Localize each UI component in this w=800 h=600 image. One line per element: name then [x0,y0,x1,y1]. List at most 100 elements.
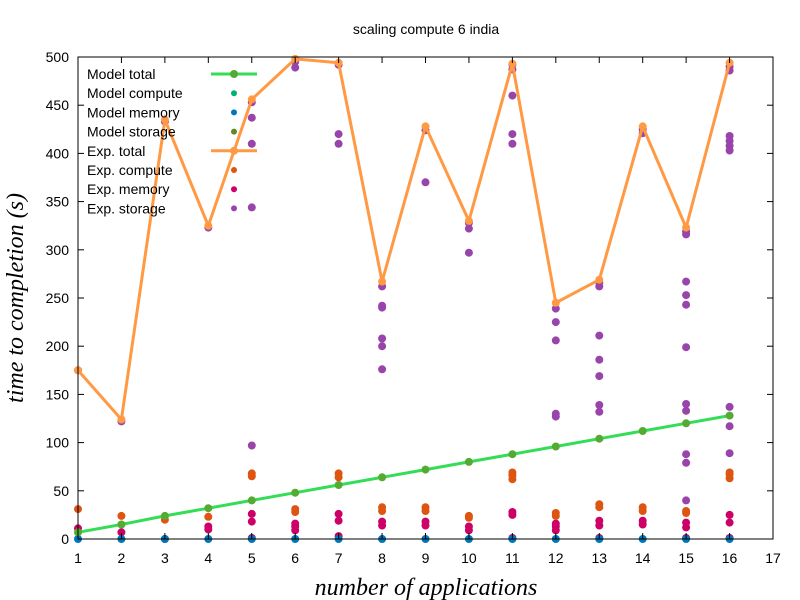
y-tick-label: 200 [46,338,70,354]
legend-item-exp-compute: Exp. compute [87,162,237,178]
legend-label: Model total [87,66,155,82]
data-point [291,488,300,497]
series-exp-total [74,54,734,424]
data-point [595,434,604,443]
data-point [247,203,256,212]
data-point [334,516,343,525]
data-point [291,505,300,514]
x-tick-label: 7 [335,550,343,566]
data-point [247,509,256,518]
series-exp-storage [74,57,734,505]
data-point [551,409,560,418]
legend-item-model-memory: Model memory [87,104,237,120]
data-point [595,401,604,409]
data-point [725,510,734,519]
x-tick-label: 3 [161,550,169,566]
data-point [117,528,126,537]
data-point [378,365,387,374]
data-point [725,468,734,477]
data-point [464,522,473,531]
data-point [551,304,560,313]
data-point [595,516,604,525]
data-point [247,469,256,478]
data-point [421,503,430,512]
data-point [595,355,604,364]
x-tick-label: 8 [378,550,386,566]
y-tick-label: 0 [61,531,69,547]
data-point [334,481,343,489]
data-point [638,516,647,525]
data-point [725,422,734,431]
x-tick-label: 13 [591,550,607,566]
legend-item-model-total: Model total [87,66,257,82]
data-point [117,511,126,520]
data-point [464,224,473,233]
data-point [160,511,169,520]
x-tick-label: 11 [505,550,520,566]
data-point [682,277,691,286]
data-point [725,449,734,458]
x-tick-label: 6 [291,550,299,566]
data-point [638,122,647,131]
legend-swatch-point [231,167,237,173]
x-tick-label: 12 [548,550,564,566]
data-point [204,504,213,513]
data-point [464,457,473,466]
data-point [595,407,604,416]
data-point [551,298,560,307]
y-tick-label: 400 [46,145,70,161]
x-tick-label: 9 [422,550,430,566]
data-point [117,520,126,529]
data-point [508,139,517,148]
legend-item-model-storage: Model storage [87,124,237,140]
data-point [551,442,560,451]
data-point [247,517,256,526]
data-point [204,522,213,531]
data-point [508,91,517,100]
data-point [378,342,387,351]
series-exp-compute [74,468,734,524]
data-point [421,178,430,187]
y-tick-label: 100 [46,435,70,451]
data-point [160,115,169,124]
data-point [595,372,604,381]
y-tick-label: 450 [46,97,70,113]
data-point [682,343,691,352]
legend-swatch-point [231,186,237,193]
plot-area [74,54,734,543]
legend-item-model-compute: Model compute [87,85,237,101]
x-tick-label: 5 [248,550,256,566]
y-axis: 0 50 100 150 200 250 300 350 400 450 500 [46,49,773,547]
data-point [551,519,560,528]
data-point [421,122,430,131]
data-point [378,517,387,526]
data-point [638,427,647,435]
data-point [682,496,691,505]
data-point [725,411,734,420]
series-line-model-total [77,414,730,534]
chart-title: scaling compute 6 india [353,21,500,37]
data-point [682,458,691,467]
data-point [334,509,343,518]
series-model-total [74,411,734,537]
legend-item-exp-storage: Exp. storage [87,200,237,216]
data-point [508,508,517,516]
data-point [291,519,300,528]
x-tick-label: 14 [635,550,651,566]
x-tick-label: 2 [118,550,126,566]
data-point [464,248,473,257]
data-point [682,291,691,300]
data-point [334,139,343,148]
data-point [334,130,343,139]
legend-swatch-point [231,90,237,97]
x-tick-label: 10 [461,550,477,566]
x-tick-label: 17 [765,550,781,566]
data-point [682,419,691,428]
series-line-exp-total [76,57,732,423]
data-point [334,469,343,478]
data-point [378,277,387,286]
data-point [682,507,691,515]
data-point [421,465,430,474]
legend-swatch-point [230,146,238,155]
